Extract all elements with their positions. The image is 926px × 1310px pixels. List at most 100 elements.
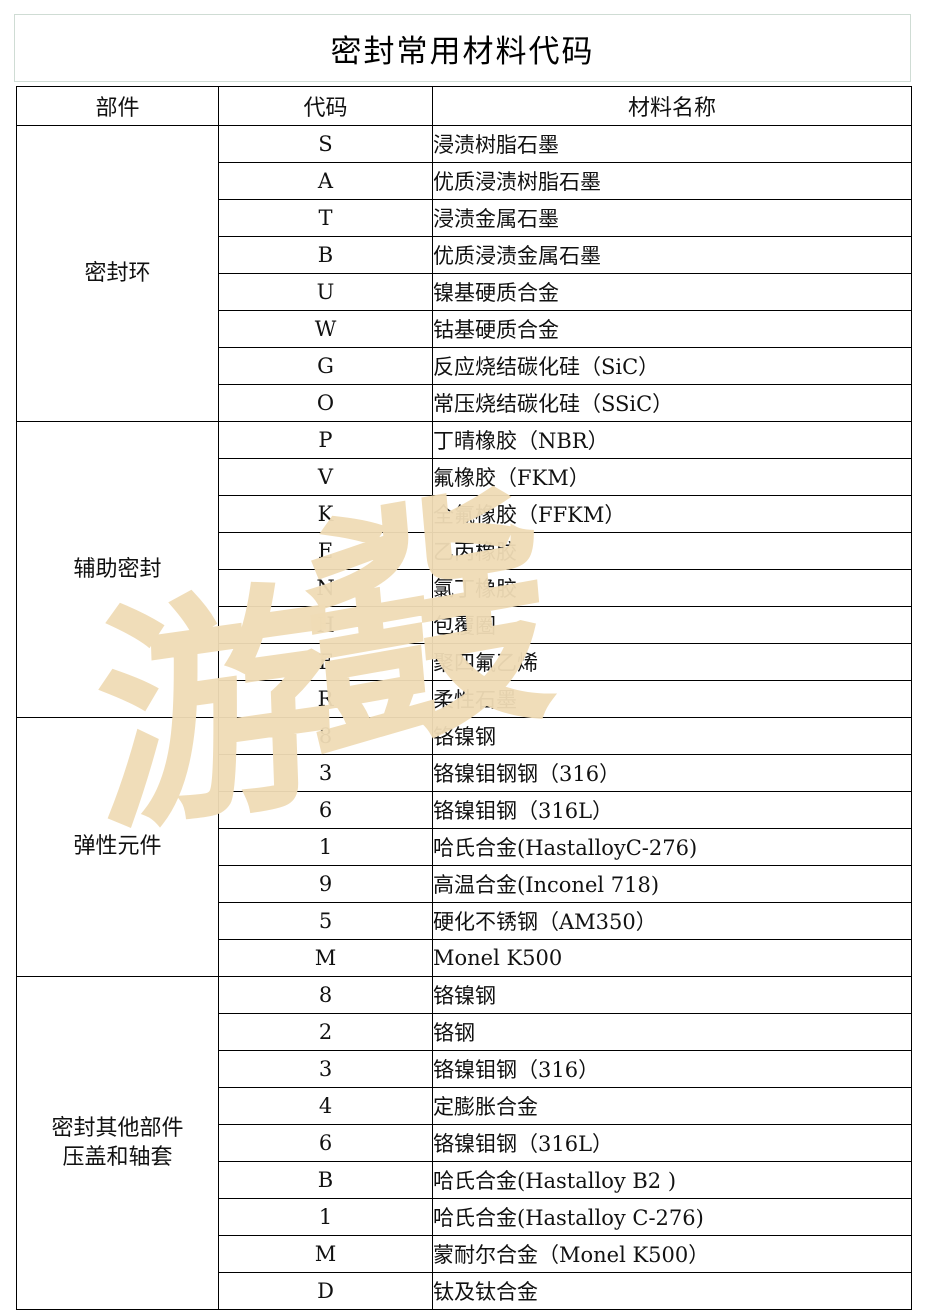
material-code-cell: W xyxy=(218,310,433,348)
material-name-cell: 乙丙橡胶 xyxy=(432,532,912,570)
material-name-cell: 柔性石墨 xyxy=(432,680,912,718)
part-group-label: 密封环 xyxy=(16,125,219,422)
material-name-cell: Monel K500 xyxy=(432,939,912,977)
material-code-cell: 1 xyxy=(218,1198,433,1236)
material-name-cell: 蒙耐尔合金（Monel K500） xyxy=(432,1235,912,1273)
table-row: H 包覆圈 xyxy=(17,606,912,644)
material-code-cell: 5 xyxy=(218,902,433,940)
part-group-label-line: 密封其他部件 xyxy=(51,1115,184,1141)
table-header: 部件 代码 材料名称 xyxy=(16,86,912,126)
material-code-cell: H xyxy=(218,606,433,644)
material-name-cell: 氟橡胶（FKM） xyxy=(432,458,912,496)
material-name-cell: 哈氏合金(Hastalloy C-276) xyxy=(432,1198,912,1236)
table-row: 6 铬镍钼钢（316L） xyxy=(17,791,912,829)
table-row: 1 哈氏合金(HastalloyC-276) xyxy=(17,828,912,866)
material-code-cell: 6 xyxy=(218,1124,433,1162)
material-code-cell: T xyxy=(218,199,433,237)
part-group-label: 密封其他部件 压盖和轴套 xyxy=(16,976,219,1310)
material-code-cell: 1 xyxy=(218,828,433,866)
material-code-cell: O xyxy=(218,384,433,422)
material-name-cell: 丁晴橡胶（NBR） xyxy=(432,421,912,459)
column-header-code: 代码 xyxy=(218,86,433,126)
material-name-cell: 铬镍钢 xyxy=(432,717,912,755)
table-row: A 优质浸渍树脂石墨 xyxy=(17,162,912,200)
material-name-cell: 反应烧结碳化硅（SiC） xyxy=(432,347,912,385)
material-name-cell: 包覆圈 xyxy=(432,606,912,644)
table-row: 4 定膨胀合金 xyxy=(17,1087,912,1125)
table-row: G 反应烧结碳化硅（SiC） xyxy=(17,347,912,385)
material-name-cell: 优质浸渍金属石墨 xyxy=(432,236,912,274)
material-name-cell: 高温合金(Inconel 718) xyxy=(432,865,912,903)
material-code-cell: 4 xyxy=(218,1087,433,1125)
table-row: 9 高温合金(Inconel 718) xyxy=(17,865,912,903)
part-group-label-line: 密封环 xyxy=(84,260,151,286)
material-name-cell: 哈氏合金(HastalloyC-276) xyxy=(432,828,912,866)
material-code-cell: B xyxy=(218,236,433,274)
table-header-row: 部件 代码 材料名称 xyxy=(16,86,912,126)
material-name-cell: 全氟橡胶（FFKM） xyxy=(432,495,912,533)
material-code-cell: F xyxy=(218,643,433,681)
table-row: 弹性元件 8 铬镍钢 xyxy=(16,717,912,977)
table-row: 密封其他部件 压盖和轴套 8 铬镍钢 xyxy=(16,976,912,1310)
material-name-cell: 氯丁橡胶 xyxy=(432,569,912,607)
material-code-cell: 6 xyxy=(218,791,433,829)
part-group-label: 弹性元件 xyxy=(16,717,219,977)
material-code-cell: 2 xyxy=(218,1013,433,1051)
part-group-label-line: 辅助密封 xyxy=(73,556,162,582)
table-row: 辅助密封 P 丁晴橡胶（NBR） xyxy=(16,421,912,718)
material-name-cell: 聚四氟乙烯 xyxy=(432,643,912,681)
material-code-cell: V xyxy=(218,458,433,496)
material-name-cell: 钴基硬质合金 xyxy=(432,310,912,348)
part-group-label-line: 压盖和轴套 xyxy=(62,1145,173,1170)
material-code-cell: N xyxy=(218,569,433,607)
material-code-cell: 3 xyxy=(218,1050,433,1088)
material-code-cell: D xyxy=(218,1272,433,1310)
document-title-box: 密封常用材料代码 xyxy=(14,14,911,82)
material-name-cell: 铬镍钼钢（316L） xyxy=(432,1124,912,1162)
material-name-cell: 铬钢 xyxy=(432,1013,912,1051)
material-code-cell: R xyxy=(218,680,433,718)
material-code-cell: 8 xyxy=(218,717,433,755)
material-name-cell: 优质浸渍树脂石墨 xyxy=(432,162,912,200)
material-code-cell: M xyxy=(218,939,433,977)
table-row: E 乙丙橡胶 xyxy=(17,532,912,570)
part-group-label: 辅助密封 xyxy=(16,421,219,718)
material-name-cell: 铬镍钢 xyxy=(432,976,912,1014)
table-row: V 氟橡胶（FKM） xyxy=(17,458,912,496)
material-code-cell: M xyxy=(218,1235,433,1273)
table-row: O 常压烧结碳化硅（SSiC） xyxy=(17,384,912,422)
table-row: B 优质浸渍金属石墨 xyxy=(17,236,912,274)
material-name-cell: 浸渍树脂石墨 xyxy=(432,125,912,163)
page-title: 密封常用材料代码 xyxy=(330,33,595,70)
material-code-cell: E xyxy=(218,532,433,570)
material-name-cell: 铬镍钼钢（316） xyxy=(432,1050,912,1088)
material-code-cell: A xyxy=(218,162,433,200)
material-code-cell: S xyxy=(218,125,433,163)
material-code-cell: 9 xyxy=(218,865,433,903)
material-name-cell: 常压烧结碳化硅（SSiC） xyxy=(432,384,912,422)
material-name-cell: 哈氏合金(Hastalloy B2 ) xyxy=(432,1161,912,1199)
material-code-cell: P xyxy=(218,421,433,459)
table-body: 密封环 S 浸渍树脂石墨 A 优质浸渍树脂石墨 T 浸渍金属石墨 B 优质浸渍金属石墨 U 镍基硬质… xyxy=(16,125,912,1310)
column-header-material: 材料名称 xyxy=(432,86,912,126)
table-row: M Monel K500 xyxy=(17,939,912,977)
table-row: 密封环 S 浸渍树脂石墨 xyxy=(16,125,912,422)
table-row: F 聚四氟乙烯 xyxy=(17,643,912,681)
part-group-label-line: 弹性元件 xyxy=(73,834,162,860)
material-code-cell: K xyxy=(218,495,433,533)
material-name-cell: 钛及钛合金 xyxy=(432,1272,912,1310)
material-code-cell: G xyxy=(218,347,433,385)
column-header-part: 部件 xyxy=(16,86,219,126)
table-row: K 全氟橡胶（FFKM） xyxy=(17,495,912,533)
material-name-cell: 定膨胀合金 xyxy=(432,1087,912,1125)
table-row: 1 哈氏合金(Hastalloy C-276) xyxy=(17,1198,912,1236)
material-code-cell: 3 xyxy=(218,754,433,792)
table-row: B 哈氏合金(Hastalloy B2 ) xyxy=(17,1161,912,1199)
material-code-cell: U xyxy=(218,273,433,311)
material-name-cell: 硬化不锈钢（AM350） xyxy=(432,902,912,940)
material-code-cell: B xyxy=(218,1161,433,1199)
material-code-table: 部件 代码 材料名称 密封环 S 浸渍树脂石墨 A 优质浸渍树脂石墨 T 浸渍金属石墨 B 优质… xyxy=(16,86,912,1310)
table-row: N 氯丁橡胶 xyxy=(17,569,912,607)
material-name-cell: 铬镍钼钢钢（316） xyxy=(432,754,912,792)
material-name-cell: 浸渍金属石墨 xyxy=(432,199,912,237)
